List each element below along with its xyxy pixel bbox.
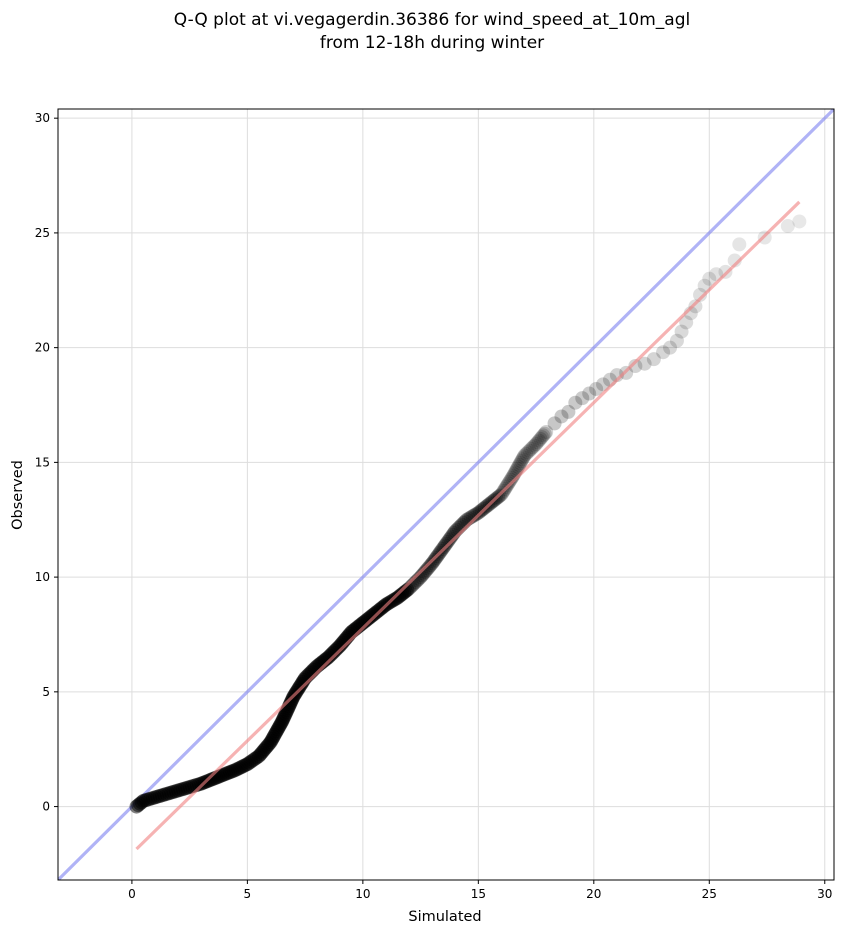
y-tick-label: 20	[35, 341, 50, 355]
y-tick-label: 0	[42, 800, 50, 814]
tail-quantile-point	[663, 340, 678, 355]
quantile-point	[465, 509, 480, 524]
quantile-point	[522, 443, 537, 458]
identity-line	[58, 109, 834, 880]
tail-quantile-point	[679, 315, 694, 330]
tail-quantile-point	[646, 352, 661, 367]
tail-quantile-point	[727, 253, 742, 268]
tail-quantile-point	[656, 345, 671, 360]
y-tick-label: 10	[35, 570, 50, 584]
tail-quantile-point	[669, 333, 684, 348]
quantile-point	[504, 470, 519, 485]
x-tick-label: 10	[355, 887, 370, 901]
y-tick-label: 25	[35, 226, 50, 240]
tail-quantile-point	[732, 237, 747, 252]
tail-quantile-point	[582, 386, 597, 401]
tail-quantile-point	[780, 219, 795, 234]
y-axis-label: Observed	[10, 460, 26, 530]
quantile-point	[525, 440, 540, 455]
quantile-point	[422, 559, 437, 574]
y-tick-label: 5	[42, 685, 50, 699]
x-tick-label: 0	[128, 887, 136, 901]
quantile-point	[529, 437, 544, 452]
quantile-point	[503, 472, 518, 487]
x-axis-label: Simulated	[408, 909, 481, 925]
quantile-point	[502, 474, 517, 489]
quantile-point	[440, 534, 455, 549]
quantile-points	[129, 214, 807, 814]
tail-quantile-point	[674, 324, 689, 339]
quantile-point	[501, 476, 516, 491]
chart-title-line-2: from 12-18h during winter	[320, 33, 544, 53]
tail-quantile-point	[561, 404, 576, 419]
quantile-point	[515, 452, 530, 467]
quantile-point	[471, 505, 486, 520]
quantile-point	[530, 435, 545, 450]
quantile-point	[423, 558, 438, 573]
x-axis-ticks: 0 5 10 15 20 25 30	[128, 880, 832, 901]
tail-quantile-point	[637, 356, 652, 371]
quantile-point	[441, 533, 456, 548]
quantile-point	[439, 536, 454, 551]
quantile-point	[519, 446, 534, 461]
quantile-point	[426, 554, 441, 569]
x-tick-label: 5	[244, 887, 252, 901]
quantile-point	[512, 457, 527, 472]
tail-quantile-point	[568, 395, 583, 410]
fit-line	[135, 200, 801, 851]
tail-quantile-point	[628, 359, 643, 373]
plot-frame	[57, 108, 835, 881]
quantile-point	[467, 508, 482, 523]
quantile-point	[419, 563, 434, 578]
y-axis-ticks: 0 5 10 15 20 25 30	[35, 111, 58, 814]
y-tick-label: 30	[35, 111, 50, 125]
quantile-point	[524, 441, 539, 456]
quantile-point	[417, 564, 432, 579]
x-tick-label: 30	[817, 887, 832, 901]
chart-title: Q-Q plot at vi.vegagerdin.36386 for wind…	[174, 10, 690, 53]
quantile-point	[539, 424, 554, 439]
y-tick-label: 15	[35, 455, 50, 469]
quantile-point	[514, 454, 529, 469]
tail-quantile-point	[688, 299, 703, 314]
quantile-point	[425, 556, 440, 571]
quantile-point	[536, 428, 551, 443]
tail-quantile-point	[575, 391, 590, 406]
quantile-point	[527, 438, 542, 453]
quantile-point	[513, 456, 528, 471]
tail-quantile-point	[589, 381, 604, 396]
tail-quantile-point	[693, 287, 708, 302]
quantile-point	[516, 450, 531, 465]
quantile-point	[534, 430, 549, 445]
tail-quantile-point	[792, 214, 807, 229]
tail-quantile-point	[596, 377, 611, 392]
quantile-point	[443, 531, 458, 546]
x-tick-label: 15	[471, 887, 486, 901]
tail-quantile-point	[547, 416, 562, 431]
chart-title-line-1: Q-Q plot at vi.vegagerdin.36386 for wind…	[174, 10, 690, 30]
x-tick-label: 25	[702, 887, 717, 901]
tail-quantile-point	[702, 271, 717, 286]
quantile-point	[537, 426, 552, 441]
x-tick-label: 20	[586, 887, 601, 901]
quantile-point	[437, 538, 452, 553]
quantile-point	[533, 431, 548, 446]
quantile-point	[517, 448, 532, 463]
quantile-point	[420, 561, 435, 576]
quantile-point	[520, 445, 535, 460]
tail-quantile-point	[554, 409, 569, 424]
quantile-point	[511, 459, 526, 474]
grid-lines	[58, 109, 834, 880]
quantile-point	[531, 433, 546, 448]
quantile-point	[469, 507, 484, 522]
